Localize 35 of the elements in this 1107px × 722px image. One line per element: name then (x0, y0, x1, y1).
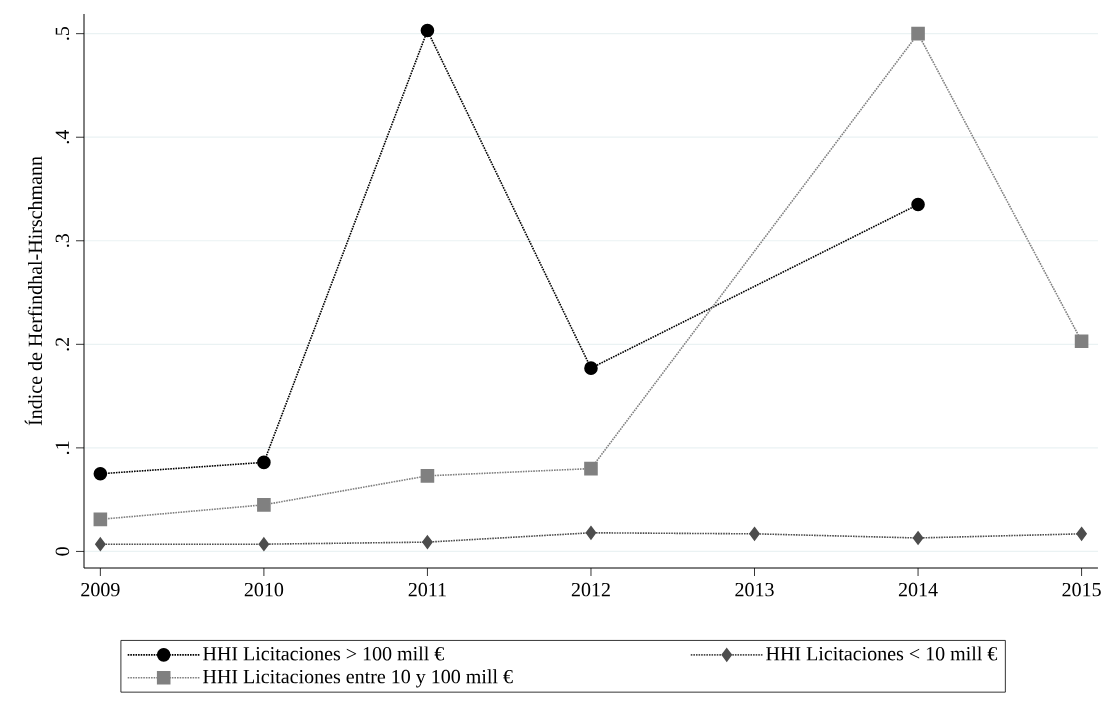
y-tick-label: .4 (55, 130, 70, 144)
legend-label: HHI Licitaciones > 100 mill € (203, 646, 445, 661)
x-tick-label: 2010 (244, 582, 284, 597)
point (420, 23, 435, 38)
point (93, 512, 108, 527)
x-tick-label: 2015 (1062, 582, 1101, 597)
point (584, 461, 598, 476)
y-tick-label: .3 (55, 234, 70, 247)
y-tick-label: .1 (55, 441, 70, 455)
point (911, 26, 925, 41)
legend-label: HHI Licitaciones < 10 mill € (766, 646, 998, 661)
x-tick-label: 2009 (81, 582, 120, 597)
x-tick-label: 2012 (571, 582, 610, 597)
point (257, 498, 271, 512)
point (584, 361, 598, 375)
point (1076, 527, 1087, 541)
point (95, 537, 106, 551)
point (93, 466, 108, 481)
y-axis-title: Índice de Herfindhal-Hirschmann (24, 156, 43, 426)
point (422, 535, 433, 549)
point (911, 197, 925, 212)
point (912, 531, 924, 545)
legend-label: HHI Licitaciones entre 10 y 100 mill € (203, 669, 513, 688)
x-tick-label: 2011 (408, 582, 446, 597)
x-tick-label: 2014 (898, 582, 938, 597)
point (420, 469, 435, 483)
point (1074, 334, 1089, 349)
y-tick-label: .5 (55, 26, 70, 40)
point (749, 527, 760, 541)
y-tick-label: 0 (55, 547, 70, 556)
y-tick-label: .2 (55, 337, 70, 351)
x-tick-label: 2013 (735, 582, 774, 597)
point (585, 525, 597, 540)
point (258, 537, 270, 551)
point (257, 455, 271, 470)
